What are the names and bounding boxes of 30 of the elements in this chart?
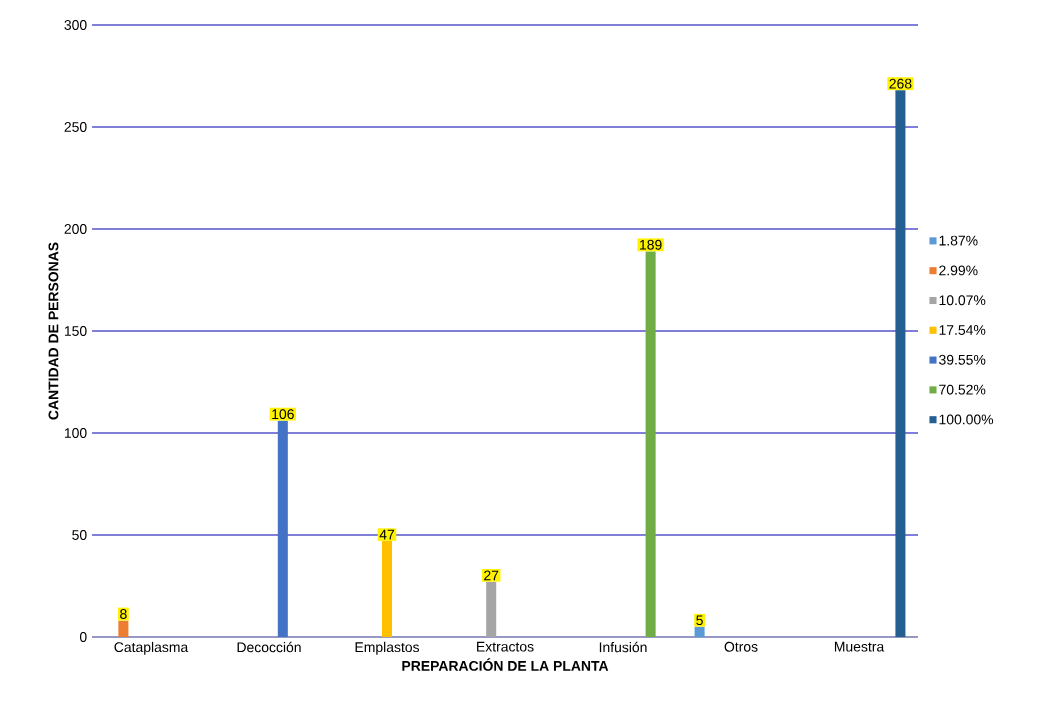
- data-label: 5: [696, 615, 703, 626]
- y-tick-label: 300: [64, 20, 87, 30]
- data-label: 106: [272, 409, 294, 420]
- x-tick-label: Extractos: [477, 641, 534, 652]
- x-axis-title: PREPARACIÓN DE LA PLANTA: [402, 658, 609, 671]
- legend-label: 10.07%: [939, 295, 986, 306]
- x-tick-label: Muestra: [834, 641, 885, 652]
- y-tick-label: 250: [64, 122, 87, 132]
- y-tick-label: 100: [64, 428, 87, 438]
- legend-label: 39.55%: [939, 354, 986, 365]
- data-label: 8: [120, 609, 127, 619]
- y-tick-label: 50: [72, 530, 87, 540]
- data-label: 47: [379, 529, 395, 540]
- data-label: 268: [889, 78, 912, 89]
- x-tick-label: Infusión: [599, 641, 647, 653]
- data-label: 189: [640, 239, 662, 250]
- y-tick-label: 200: [64, 224, 87, 234]
- x-tick-label: Otros: [724, 641, 758, 652]
- legend-label: 70.52%: [939, 384, 986, 395]
- x-tick-label: Decocción: [237, 641, 301, 653]
- y-axis-title: CANTIDAD DE PERSONAS: [48, 242, 59, 420]
- legend-label: 1.87%: [939, 235, 978, 246]
- x-tick-label: Cataplasma: [114, 641, 189, 655]
- legend-label: 100.00%: [939, 414, 994, 425]
- y-tick-label: 150: [64, 326, 87, 336]
- data-label: 27: [484, 570, 499, 581]
- legend-label: 17.54%: [939, 325, 986, 335]
- x-tick-label: Emplastos: [355, 641, 420, 655]
- y-tick-label: 0: [79, 632, 87, 642]
- legend-label: 2.99%: [939, 265, 978, 276]
